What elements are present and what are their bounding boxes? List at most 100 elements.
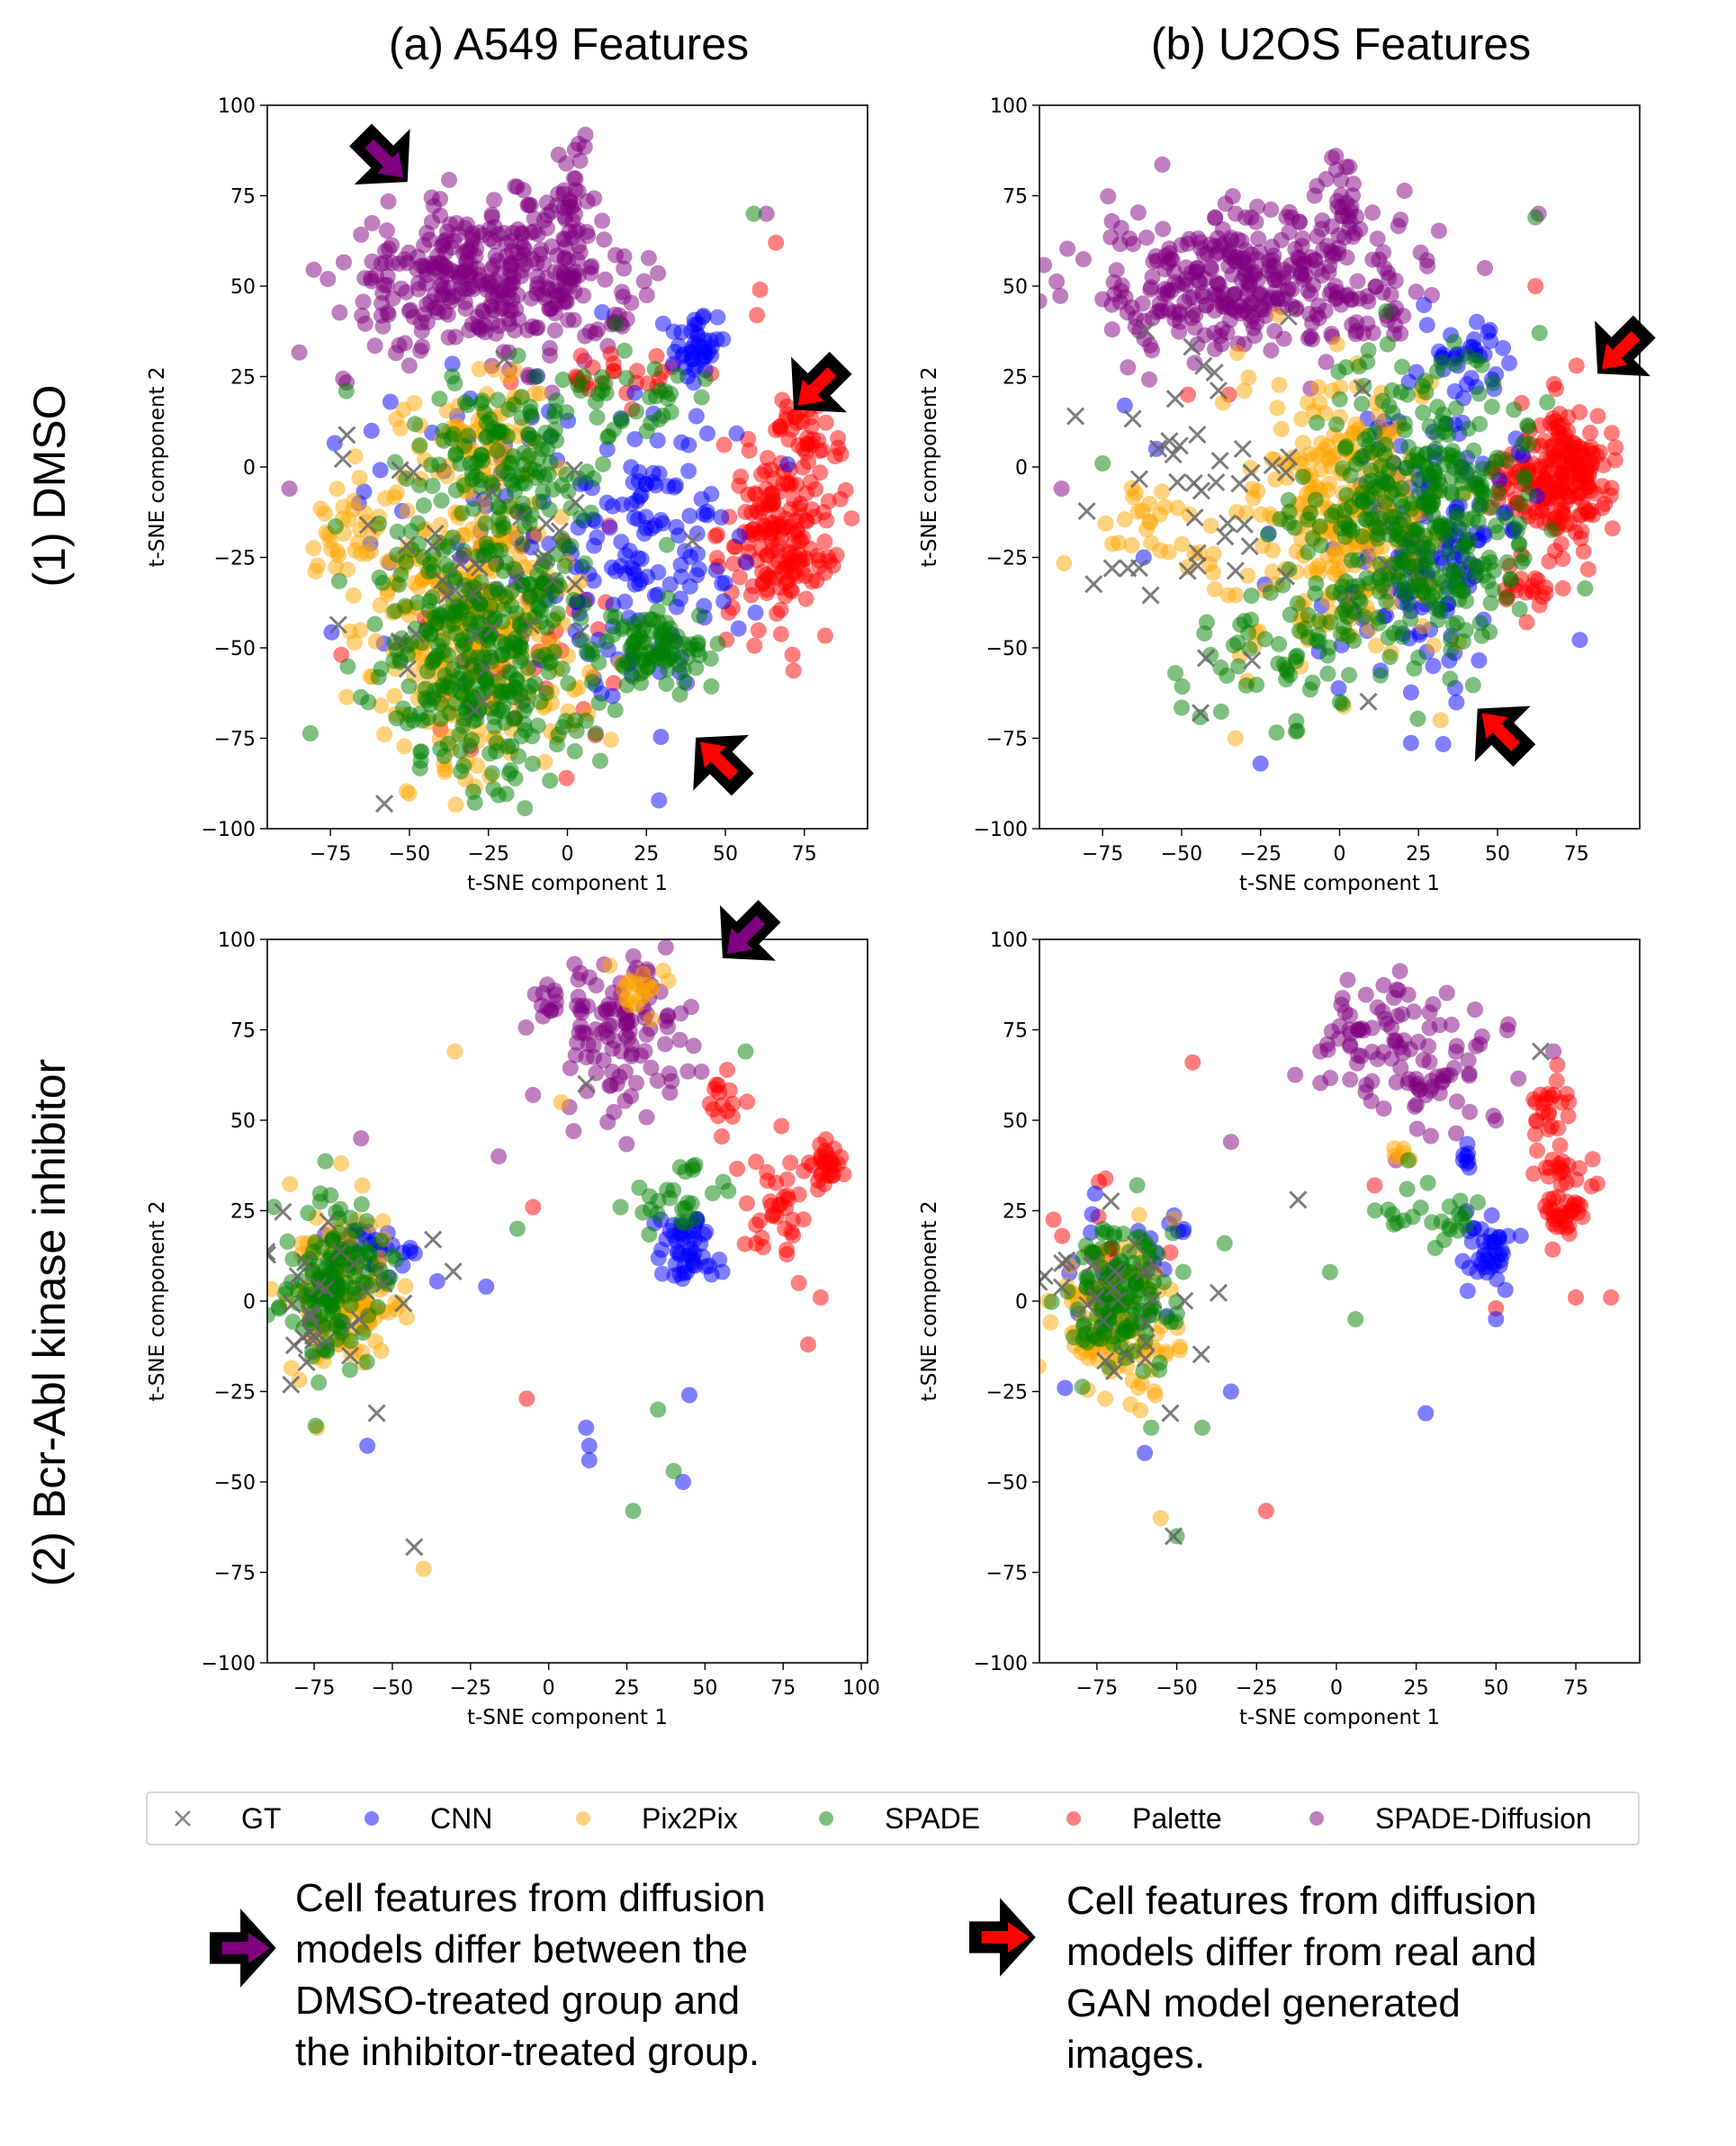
scatter-point [571, 624, 589, 642]
scatter-point [1383, 484, 1400, 501]
scatter-point [517, 256, 534, 273]
scatter-point [1385, 989, 1402, 1006]
x-tick-label: 50 [713, 843, 738, 866]
scatter-point [732, 569, 748, 586]
scatter-point [797, 590, 814, 607]
scatter-point [1134, 502, 1151, 519]
scatter-point [444, 355, 461, 373]
scatter-point [683, 531, 702, 550]
scatter-point [607, 315, 625, 332]
scatter-point [1540, 1121, 1557, 1138]
y-tick-label: −50 [214, 1472, 256, 1495]
scatter-point [1057, 1379, 1074, 1396]
scatter-point [483, 765, 500, 782]
scatter-point [1320, 264, 1337, 281]
scatter-point [1248, 250, 1265, 267]
scatter-point [1291, 623, 1308, 640]
scatter-point [773, 1118, 790, 1135]
scatter-point [1516, 550, 1533, 567]
scatter-point [1148, 1342, 1165, 1359]
scatter-point [1268, 724, 1285, 741]
scatter-point [1123, 537, 1140, 553]
scatter-point [1202, 517, 1219, 534]
scatter-point [1271, 635, 1288, 652]
scatter-point [353, 226, 370, 243]
scatter-point [614, 621, 631, 637]
scatter-point [1135, 1262, 1154, 1281]
scatter-point [1052, 1278, 1072, 1297]
scatter-point [545, 408, 562, 425]
scatter-point [561, 266, 578, 283]
scatter-point [811, 443, 828, 460]
series-spade [267, 1043, 754, 1520]
scatter-point [331, 304, 348, 321]
scatter-point [605, 355, 622, 373]
scatter-point [1171, 1338, 1188, 1355]
scatter-point [578, 712, 595, 729]
scatter-point [1125, 489, 1142, 506]
scatter-point [775, 475, 792, 492]
scatter-point [1271, 376, 1288, 393]
scatter-point [1470, 513, 1487, 530]
scatter-point [446, 375, 463, 392]
scatter-point [1253, 506, 1270, 523]
scatter-point [549, 606, 566, 623]
scatter-point [1309, 561, 1325, 577]
scatter-point [817, 627, 833, 644]
scatter-point [565, 1123, 582, 1140]
scatter-point [490, 1148, 508, 1165]
series-spade-diffusion [1039, 148, 1547, 498]
scatter-point [1207, 473, 1226, 492]
x-tick-label: 0 [1330, 1677, 1343, 1700]
scatter-point [1310, 633, 1327, 651]
scatter-point [662, 404, 679, 420]
scatter-point [399, 502, 416, 519]
scatter-point [1209, 1283, 1228, 1302]
scatter-point [648, 347, 665, 364]
scatter-point [489, 442, 506, 459]
scatter-point [524, 755, 541, 772]
scatter-point [1448, 1125, 1465, 1142]
scatter-point [820, 493, 837, 510]
scatter-point [1301, 505, 1318, 522]
scatter-point [751, 282, 769, 298]
scatter-point [1375, 976, 1392, 993]
scatter-point [553, 660, 571, 678]
scatter-point [455, 757, 472, 774]
scatter-point [1568, 357, 1585, 374]
scatter-point [333, 450, 352, 469]
scatter-point [367, 633, 384, 650]
scatter-point [406, 395, 423, 412]
scatter-point [1237, 261, 1254, 278]
scatter-point [1168, 1528, 1185, 1545]
scatter-point [436, 748, 453, 765]
scatter-point [746, 637, 763, 654]
scatter-point [440, 329, 457, 346]
scatter-point [1144, 1290, 1163, 1309]
scatter-point [398, 1309, 415, 1326]
scatter-point [1124, 1306, 1141, 1324]
row-title-dmso: (1) DMSO [24, 385, 75, 588]
scatter-point [267, 1245, 276, 1264]
scatter-point [439, 538, 456, 555]
scatter-point [1094, 455, 1111, 471]
scatter-point [707, 561, 724, 579]
scatter-point [374, 284, 391, 301]
scatter-point [1502, 571, 1519, 588]
scatter-point [1408, 1096, 1425, 1113]
scatter-point [412, 752, 429, 769]
scatter-point [478, 1278, 495, 1295]
scatter-point [759, 570, 776, 587]
scatter-point [1241, 641, 1258, 658]
scatter-point [374, 1213, 391, 1230]
scatter-point [443, 673, 459, 690]
scatter-point [1276, 567, 1295, 586]
scatter-point [1080, 1350, 1097, 1367]
scatter-point [546, 322, 563, 339]
scatter-point [1336, 514, 1354, 531]
scatter-point [597, 271, 614, 288]
scatter-point [1366, 1202, 1383, 1219]
scatter-point [1547, 413, 1564, 430]
scatter-point [328, 1275, 346, 1292]
scatter-point [1276, 463, 1295, 482]
